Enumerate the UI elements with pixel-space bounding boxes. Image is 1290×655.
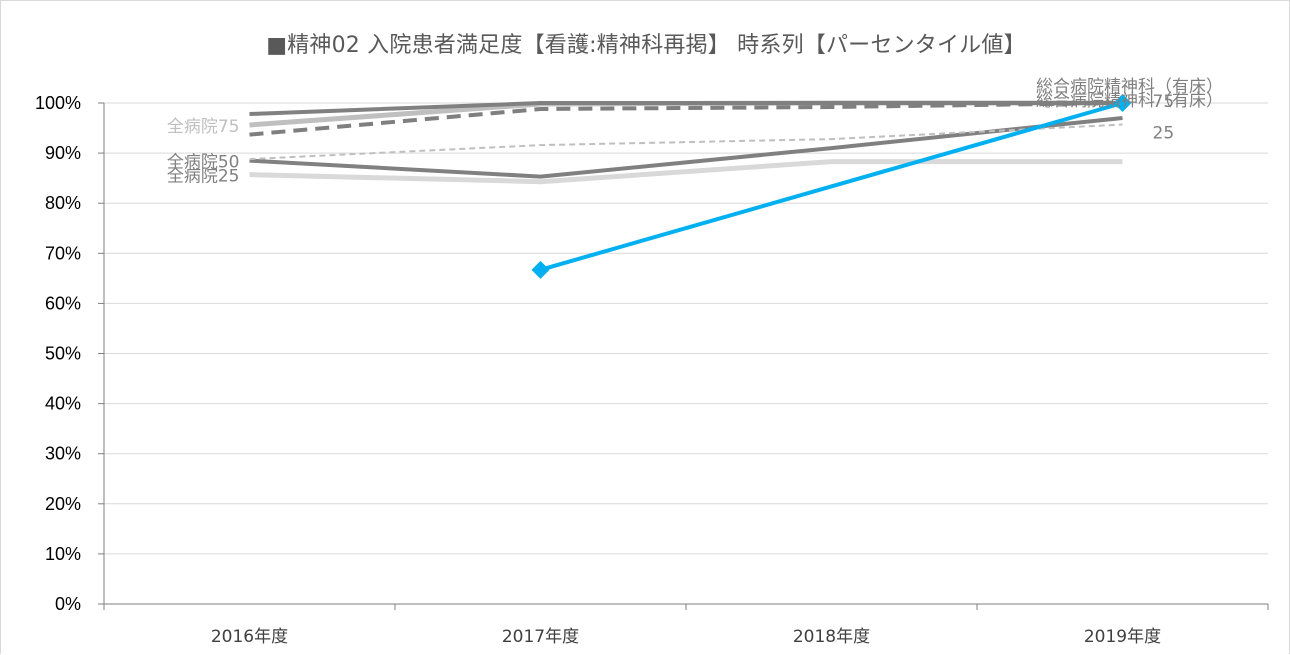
y-tick-label: 10% [45, 544, 81, 564]
y-axis: 0% 10% 20% 30% 40% 50% 60% 70% 80% 90% 100% [35, 93, 105, 614]
y-tick-label: 20% [45, 494, 81, 514]
y-tick-label: 80% [45, 193, 81, 213]
series-line-1 [249, 116, 1123, 179]
x-axis: 2016年度 2017年度 2018年度 2019年度 [103, 603, 1269, 647]
series-line-0 [249, 159, 1123, 185]
y-tick-label: 60% [45, 293, 81, 313]
y-tick-label: 0% [55, 594, 81, 614]
series-label-4: 75 [1153, 92, 1175, 112]
y-tick-label: 40% [45, 394, 81, 414]
x-tick-label: 2018年度 [793, 627, 870, 647]
series-label-5: 25 [1153, 124, 1175, 144]
series-line-6 [539, 101, 1124, 272]
series-lines [249, 94, 1132, 279]
series-label-2: 全病院75 [167, 117, 240, 137]
chart-title: ■精神02 入院患者満足度【看護:精神科再掲】 時系列【パーセンタイル値】 [266, 33, 1026, 58]
series-end-label: 総合病院精神科（有床） [1036, 77, 1223, 97]
series-line-5 [249, 123, 1123, 161]
series-end-label: 総合病院精神科（有床） [1036, 91, 1223, 111]
series-marker-6 [1113, 94, 1132, 112]
y-tick-label: 30% [45, 444, 81, 464]
series-marker-6 [531, 260, 550, 279]
y-tick-label: 90% [45, 143, 81, 163]
series-label-1: 全病院50 [167, 153, 240, 173]
x-tick-label: 2016年度 [211, 627, 288, 647]
series-line-3 [249, 101, 1123, 116]
x-tick-label: 2019年度 [1084, 627, 1161, 647]
y-tick-label: 100% [35, 93, 81, 113]
series-line-2 [249, 100, 1123, 128]
x-tick-label: 2017年度 [502, 627, 579, 647]
y-tick-label: 50% [45, 344, 81, 364]
series-line-4 [249, 101, 1123, 137]
y-tick-label: 70% [45, 243, 81, 263]
series-label-0: 全病院25 [167, 167, 240, 187]
